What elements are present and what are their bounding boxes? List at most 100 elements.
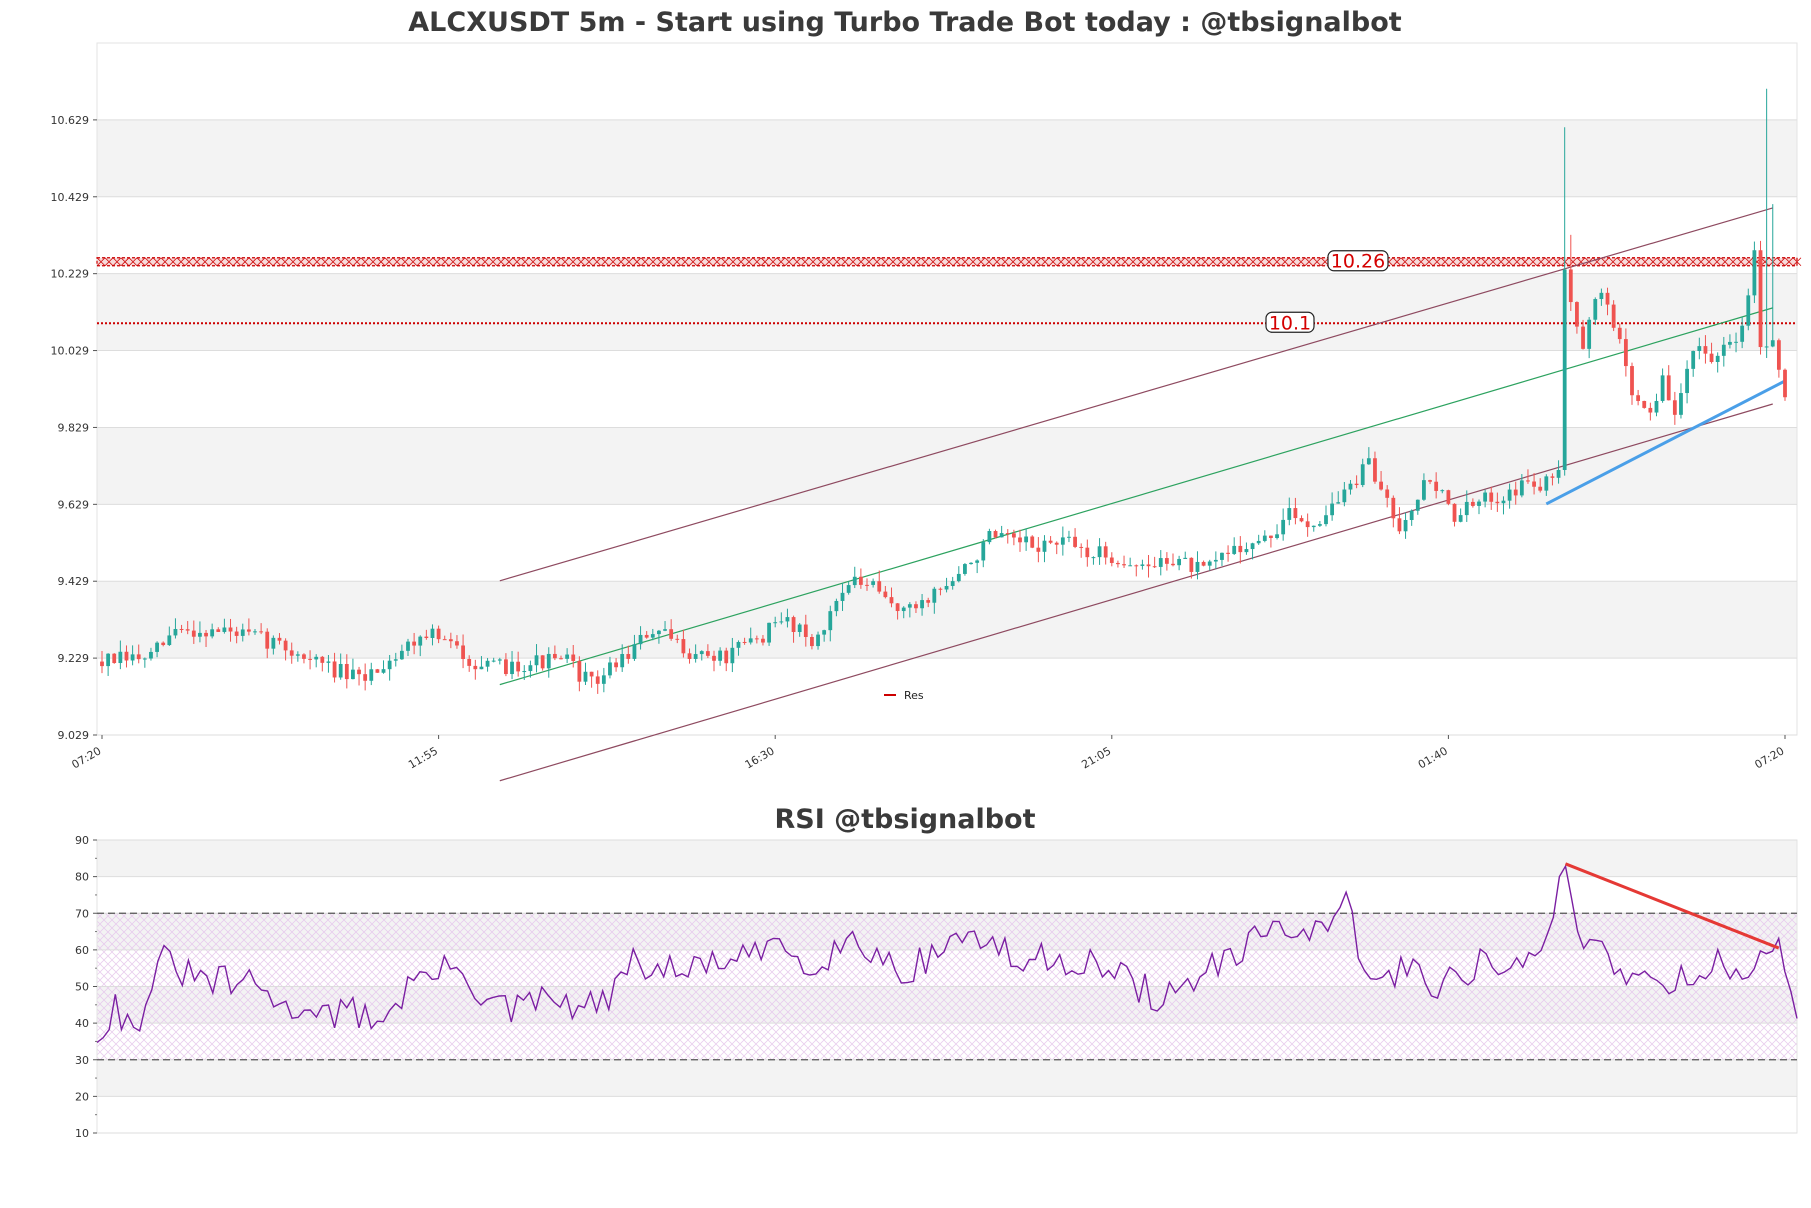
candle-up (222, 627, 227, 632)
candle-up (1691, 351, 1696, 369)
candle-down (1550, 476, 1555, 478)
candle-up (718, 650, 723, 661)
candle-down (455, 641, 459, 646)
candle-up (210, 629, 215, 637)
price-x-tick-label: 07:20 (1753, 744, 1787, 771)
candle-up (987, 531, 992, 543)
candle-up (1556, 469, 1561, 478)
support-trend-line (1545, 379, 1786, 506)
candle-up (479, 666, 484, 670)
candle-up (1348, 483, 1353, 490)
candle-up (1764, 346, 1769, 348)
candle-down (1495, 501, 1500, 504)
candle-down (179, 628, 184, 630)
candle-down (332, 661, 337, 678)
candle-up (387, 660, 392, 670)
candle-down (1005, 533, 1010, 535)
price-y-tick-label: 10.629 (51, 114, 90, 127)
candle-up (1562, 269, 1567, 470)
candle-up (1715, 355, 1720, 362)
candle-down (1299, 518, 1304, 522)
candle-up (528, 665, 533, 672)
price-x-tick-label: 16:30 (743, 744, 777, 771)
candle-down (589, 671, 594, 677)
candle-down (626, 654, 631, 659)
channel-mid-line (499, 307, 1773, 686)
candle-down (803, 624, 808, 637)
candle-up (901, 607, 906, 612)
candle-down (504, 659, 508, 675)
candle-down (1709, 353, 1714, 362)
candle-down (595, 676, 600, 684)
candle-up (1275, 534, 1279, 538)
candle-up (822, 630, 827, 635)
candle-down (308, 658, 312, 660)
candle-up (351, 669, 355, 680)
price-band (97, 581, 1797, 659)
candle-down (926, 600, 931, 603)
candle-down (675, 638, 680, 640)
candle-up (1728, 341, 1732, 345)
candle-down (705, 651, 710, 656)
rsi-series (96, 862, 1798, 1061)
candle-down (883, 591, 888, 598)
candle-down (1397, 518, 1402, 532)
candle-down (375, 669, 380, 673)
candle-up (271, 637, 276, 649)
candle-down (289, 650, 294, 656)
candle-up (981, 542, 986, 561)
candle-down (1305, 521, 1310, 528)
candle-up (142, 658, 147, 660)
candle-down (161, 642, 166, 646)
candle-down (1532, 481, 1536, 487)
candle-down (1642, 400, 1647, 408)
candle-up (1654, 400, 1659, 413)
candle-down (1391, 497, 1396, 519)
candle-down (938, 588, 943, 590)
candle-up (1336, 502, 1341, 504)
candle-down (1776, 340, 1781, 370)
level-label-box (1265, 311, 1315, 333)
candle-down (302, 654, 306, 659)
candle-down (1171, 563, 1175, 566)
candle-down (754, 638, 759, 640)
price-x-tick-label: 21:05 (1079, 744, 1113, 771)
candle-down (1073, 536, 1077, 547)
candle-down (228, 627, 233, 632)
candle-down (1103, 546, 1108, 558)
candle-down (1054, 542, 1059, 545)
candle-down (424, 636, 429, 638)
trend-channel (499, 207, 1786, 782)
candle-down (1152, 566, 1157, 568)
price-y-tick-label: 9.629 (58, 498, 90, 511)
candle-up (956, 573, 961, 582)
candle-up (534, 655, 539, 666)
candle-down (1164, 558, 1169, 564)
candle-down (1636, 395, 1641, 401)
candle-up (510, 661, 514, 675)
candle-up (1752, 250, 1757, 296)
candle-up (638, 634, 643, 645)
candle-up (1213, 559, 1218, 562)
candle-down (1758, 250, 1763, 348)
candle-up (1128, 565, 1133, 567)
candle-down (1226, 552, 1230, 554)
price-y-tick-label: 10.029 (51, 345, 90, 358)
resistance-zone-band (96, 257, 1798, 267)
candle-down (1079, 546, 1084, 548)
candle-down (1538, 486, 1543, 491)
candle-up (485, 660, 490, 667)
candle-down (357, 669, 361, 675)
candle-up (1734, 341, 1738, 343)
candle-up (969, 562, 973, 565)
candle-down (216, 629, 221, 632)
candle-up (173, 628, 178, 636)
candle-up (1507, 489, 1512, 501)
candle-up (871, 581, 876, 585)
candle-down (559, 658, 563, 660)
candle-up (1207, 561, 1212, 566)
candle-up (1091, 557, 1096, 559)
candle-up (155, 642, 159, 652)
rsi-line (96, 864, 1798, 1043)
